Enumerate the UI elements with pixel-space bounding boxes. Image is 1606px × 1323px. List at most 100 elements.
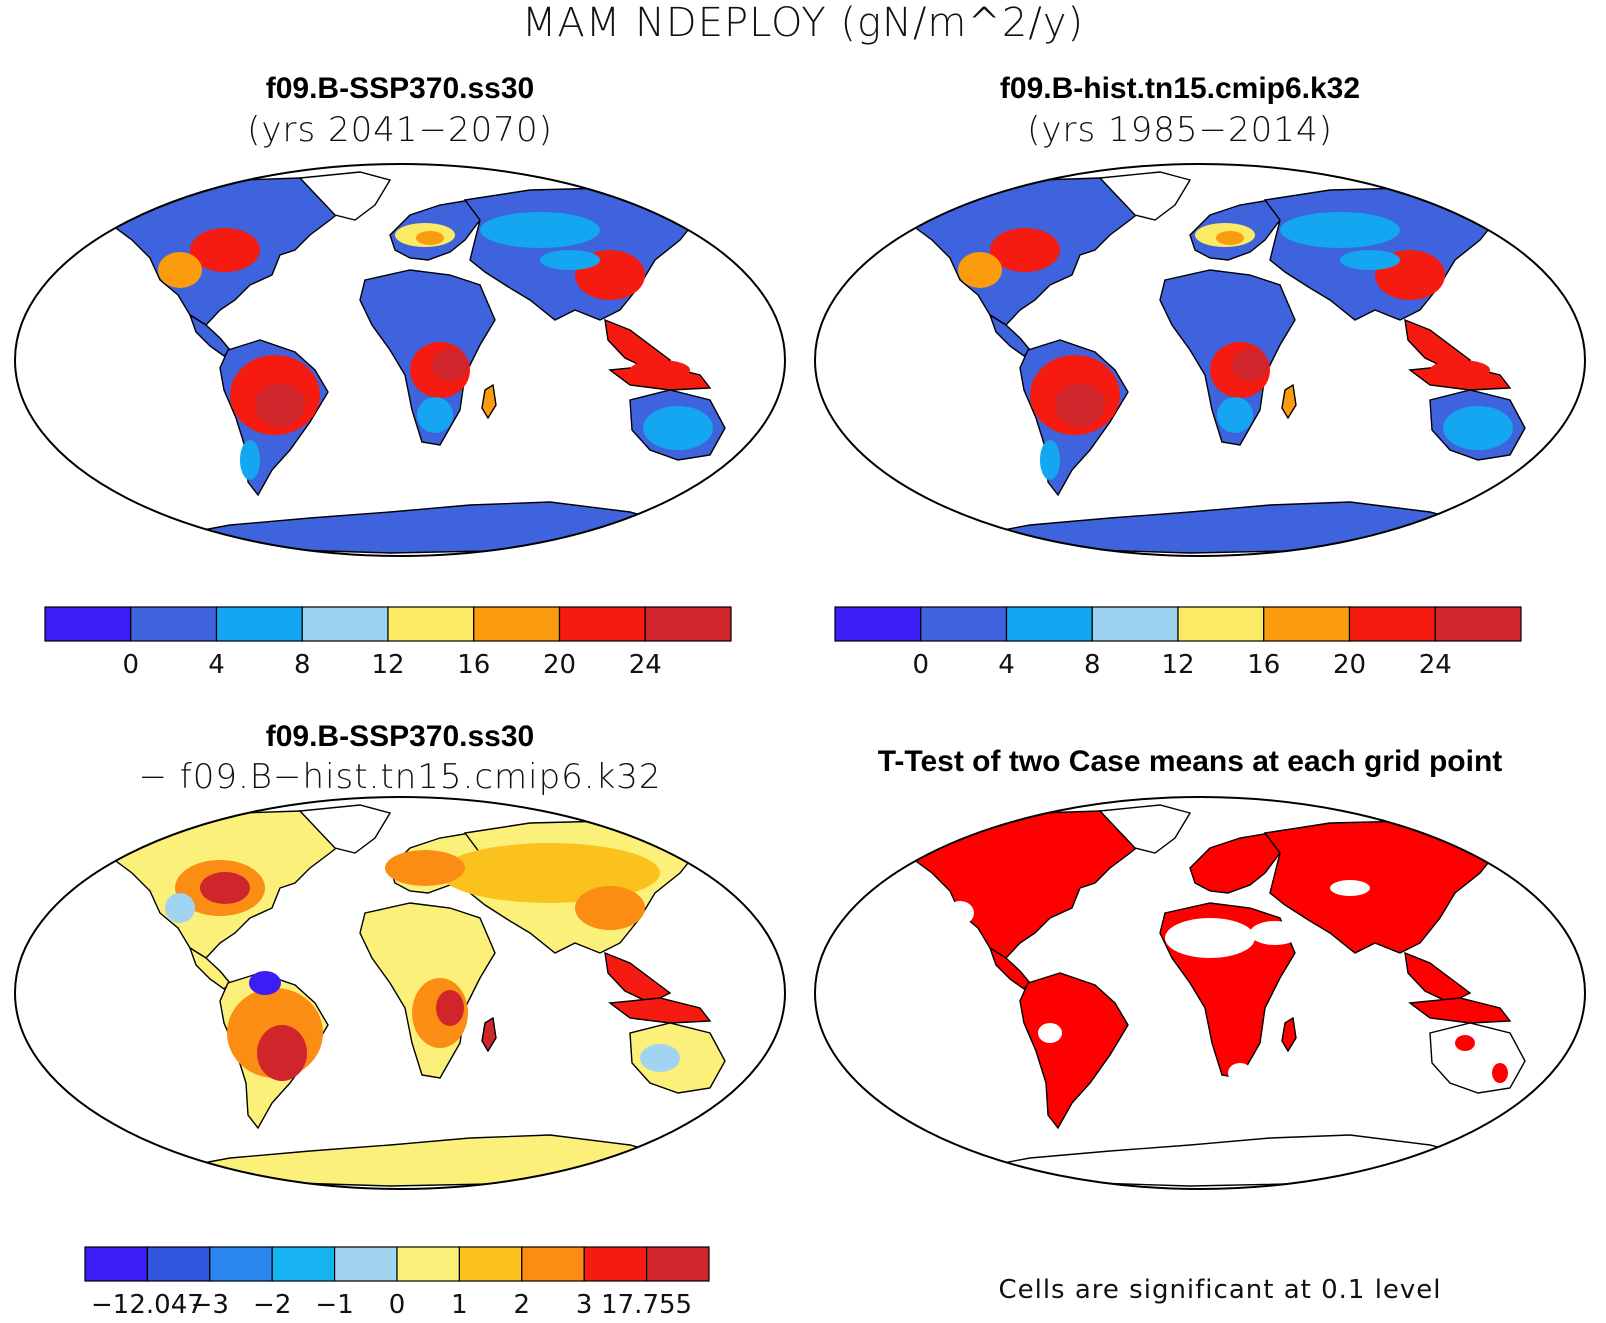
colorbar-swatch	[644, 606, 732, 642]
colorbar-label: 4	[208, 650, 225, 680]
value-region	[1443, 406, 1513, 450]
panel-subtitle-top-right: (yrs 1985−2014)	[1027, 110, 1333, 150]
colorbar-swatch	[1434, 606, 1522, 642]
map-border	[14, 796, 786, 1190]
colorbar-label: 24	[629, 650, 662, 680]
value-region	[255, 383, 305, 427]
map-top-left	[14, 163, 786, 557]
significance-region	[1228, 1063, 1252, 1083]
value-region	[1232, 349, 1268, 381]
value-region	[1430, 360, 1490, 380]
value-region	[1217, 397, 1253, 433]
value-region	[158, 252, 202, 288]
colorbar-swatch	[645, 1246, 710, 1282]
significance-region	[1250, 921, 1300, 945]
colorbar-swatch	[583, 1246, 648, 1282]
colorbar-label: 4	[998, 650, 1015, 680]
value-region	[643, 406, 713, 450]
colorbar-label: 3	[576, 1290, 593, 1320]
colorbar-swatch	[387, 606, 475, 642]
colorbar-swatch	[44, 606, 132, 642]
colorbar-swatch	[1263, 606, 1351, 642]
landmass-indonesia	[1408, 997, 1512, 1024]
colorbar-label: 0	[389, 1290, 406, 1320]
difference-region	[575, 886, 645, 930]
difference-region	[249, 971, 281, 995]
colorbar-swatch	[521, 1246, 585, 1282]
colorbar-swatch	[130, 606, 218, 642]
significance-region	[1330, 880, 1370, 896]
colorbar-label: 8	[294, 650, 311, 680]
colorbar-top-right: 0 4 8 12 16 20 24	[834, 606, 1522, 680]
significance-region	[1455, 1035, 1475, 1051]
difference-region	[165, 893, 195, 923]
panel-title-bottom-left: f09.B-SSP370.ss30	[265, 720, 535, 753]
value-region	[1055, 383, 1105, 427]
colorbar-swatch	[473, 606, 561, 642]
value-region	[432, 349, 468, 381]
colorbar-label: −12.047	[91, 1290, 204, 1320]
map-border	[14, 163, 786, 557]
landmass-southAmerica	[1019, 972, 1129, 1130]
colorbar-bottom-left: −12.047−3 −2 −1 0 1 2 3 17.755	[84, 1246, 710, 1320]
colorbar-swatch	[209, 1246, 273, 1282]
colorbar-label: −2	[253, 1290, 291, 1320]
colorbar-label: 20	[543, 650, 576, 680]
colorbar-label: 16	[457, 650, 490, 680]
colorbar-label: 12	[371, 650, 404, 680]
value-region	[1216, 231, 1244, 245]
colorbar-swatch	[146, 1246, 211, 1282]
significance-region	[946, 901, 974, 925]
value-region	[417, 397, 453, 433]
value-region	[540, 250, 600, 270]
colorbar-swatch	[334, 1246, 398, 1282]
panel-title-top-left: f09.B-SSP370.ss30	[265, 72, 535, 105]
colorbar-label: 20	[1333, 650, 1366, 680]
colorbar-label: 2	[514, 1290, 531, 1320]
difference-region	[257, 1025, 307, 1081]
colorbar-swatch	[215, 606, 303, 642]
landmass-greenland	[298, 804, 392, 854]
value-region	[416, 231, 444, 245]
significance-region	[1038, 1023, 1062, 1043]
colorbar-swatch	[271, 1246, 336, 1282]
colorbar-swatch	[1177, 606, 1265, 642]
landmass-greenland	[1098, 804, 1192, 854]
value-region	[1040, 440, 1060, 480]
colorbar-swatch	[1091, 606, 1179, 642]
map-bottom-left	[14, 796, 786, 1190]
main-title: MAM NDEPLOY (gN/m^2/y)	[521, 0, 1085, 46]
colorbar-swatch	[1348, 606, 1436, 642]
landmass-madagascar	[1281, 1016, 1297, 1053]
colorbar-label: 0	[122, 650, 139, 680]
colorbar-swatch	[558, 606, 646, 642]
colorbar-swatch	[834, 606, 922, 642]
panel-subtitle-bottom-left: − f09.B−hist.tn15.cmip6.k32	[138, 757, 662, 797]
colorbar-label: 17.755	[601, 1290, 692, 1320]
value-region	[630, 360, 690, 380]
colorbar-label: 0	[912, 650, 929, 680]
map-border	[814, 163, 1586, 557]
colorbar-swatch	[396, 1246, 461, 1282]
value-region	[190, 228, 260, 272]
colorbar-label: 8	[1084, 650, 1101, 680]
panel-subtitle-top-left: (yrs 2041−2070)	[247, 110, 553, 150]
colorbar-label: −3	[191, 1290, 229, 1320]
difference-region	[436, 990, 464, 1026]
colorbar-swatch	[301, 606, 389, 642]
colorbar-swatch	[920, 606, 1008, 642]
colorbar-label: 12	[1161, 650, 1194, 680]
significance-note: Cells are significant at 0.1 level	[998, 1275, 1442, 1305]
landmass-madagascar	[481, 383, 497, 420]
colorbar-top-left: 0 4 8 12 16 20 24	[44, 606, 732, 680]
difference-region	[200, 872, 250, 904]
panel-title-top-right: f09.B-hist.tn15.cmip6.k32	[999, 72, 1361, 105]
value-region	[990, 228, 1060, 272]
map-bottom-right	[814, 796, 1586, 1190]
colorbar-label: −1	[315, 1290, 353, 1320]
value-region	[480, 212, 600, 248]
value-region	[958, 252, 1002, 288]
panel-title-bottom-right: T-Test of two Case means at each grid po…	[877, 745, 1503, 778]
map-top-right	[814, 163, 1586, 557]
significance-region	[1165, 918, 1255, 958]
